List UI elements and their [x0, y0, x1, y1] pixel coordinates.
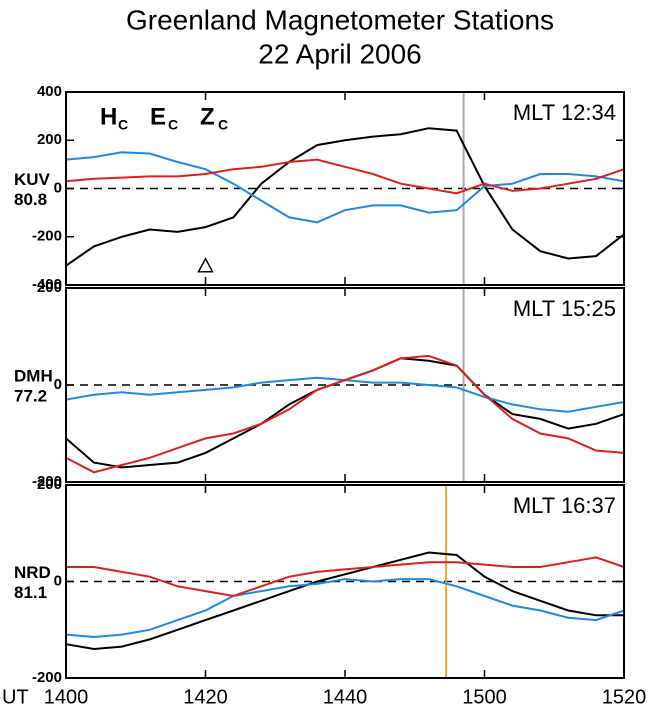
legend-subscript: C — [218, 117, 228, 133]
y-tick-label: -200 — [32, 669, 62, 686]
station-latitude: 77.2 — [14, 386, 47, 405]
panel-frame — [65, 91, 625, 286]
series-line — [65, 151, 625, 224]
y-tick-label: 200 — [37, 279, 62, 296]
triangle-marker — [197, 257, 214, 273]
legend-label: E — [150, 103, 166, 130]
y-tick-label: 200 — [37, 476, 62, 493]
legend-subscript: C — [168, 117, 178, 133]
station-latitude: 81.1 — [14, 583, 47, 602]
mlt-label: MLT 15:25 — [513, 296, 616, 321]
legend-subscript: C — [118, 117, 128, 133]
y-tick-label: 400 — [37, 83, 62, 100]
series-line — [65, 127, 625, 267]
x-tick-label: 1500 — [462, 686, 507, 708]
series-line — [65, 158, 625, 195]
mlt-label: MLT 12:34 — [513, 100, 616, 125]
y-tick-label: -200 — [32, 228, 62, 245]
x-tick-label: 1440 — [323, 686, 368, 708]
y-tick-label: -400 — [32, 276, 62, 293]
mlt-label: MLT 16:37 — [513, 493, 616, 518]
y-tick-label: 0 — [54, 179, 62, 196]
series-line — [65, 357, 625, 469]
series-line — [65, 551, 624, 651]
series-line — [65, 578, 625, 639]
y-tick-label: 0 — [54, 376, 62, 393]
x-tick-label: 1400 — [44, 686, 89, 708]
station-label: DMH — [14, 366, 53, 385]
legend-label: Z — [200, 103, 215, 130]
y-tick-label: 0 — [54, 572, 62, 589]
series-line — [65, 354, 625, 474]
x-tick-label: 1420 — [183, 686, 228, 708]
station-label: KUV — [14, 170, 51, 189]
chart-title: Greenland Magnetometer Stations — [126, 4, 554, 35]
y-tick-label: -200 — [32, 473, 62, 490]
legend-label: H — [100, 103, 117, 130]
series-line — [66, 556, 625, 598]
y-tick-label: 200 — [37, 131, 62, 148]
panel-frame — [65, 287, 625, 483]
panel-frame — [65, 484, 625, 679]
station-latitude: 80.8 — [14, 190, 47, 209]
x-axis-label: UT — [2, 686, 29, 708]
chart-subtitle: 22 April 2006 — [258, 38, 421, 69]
station-label: NRD — [14, 563, 51, 582]
series-line — [65, 376, 625, 413]
x-tick-label: 1520 — [602, 686, 647, 708]
